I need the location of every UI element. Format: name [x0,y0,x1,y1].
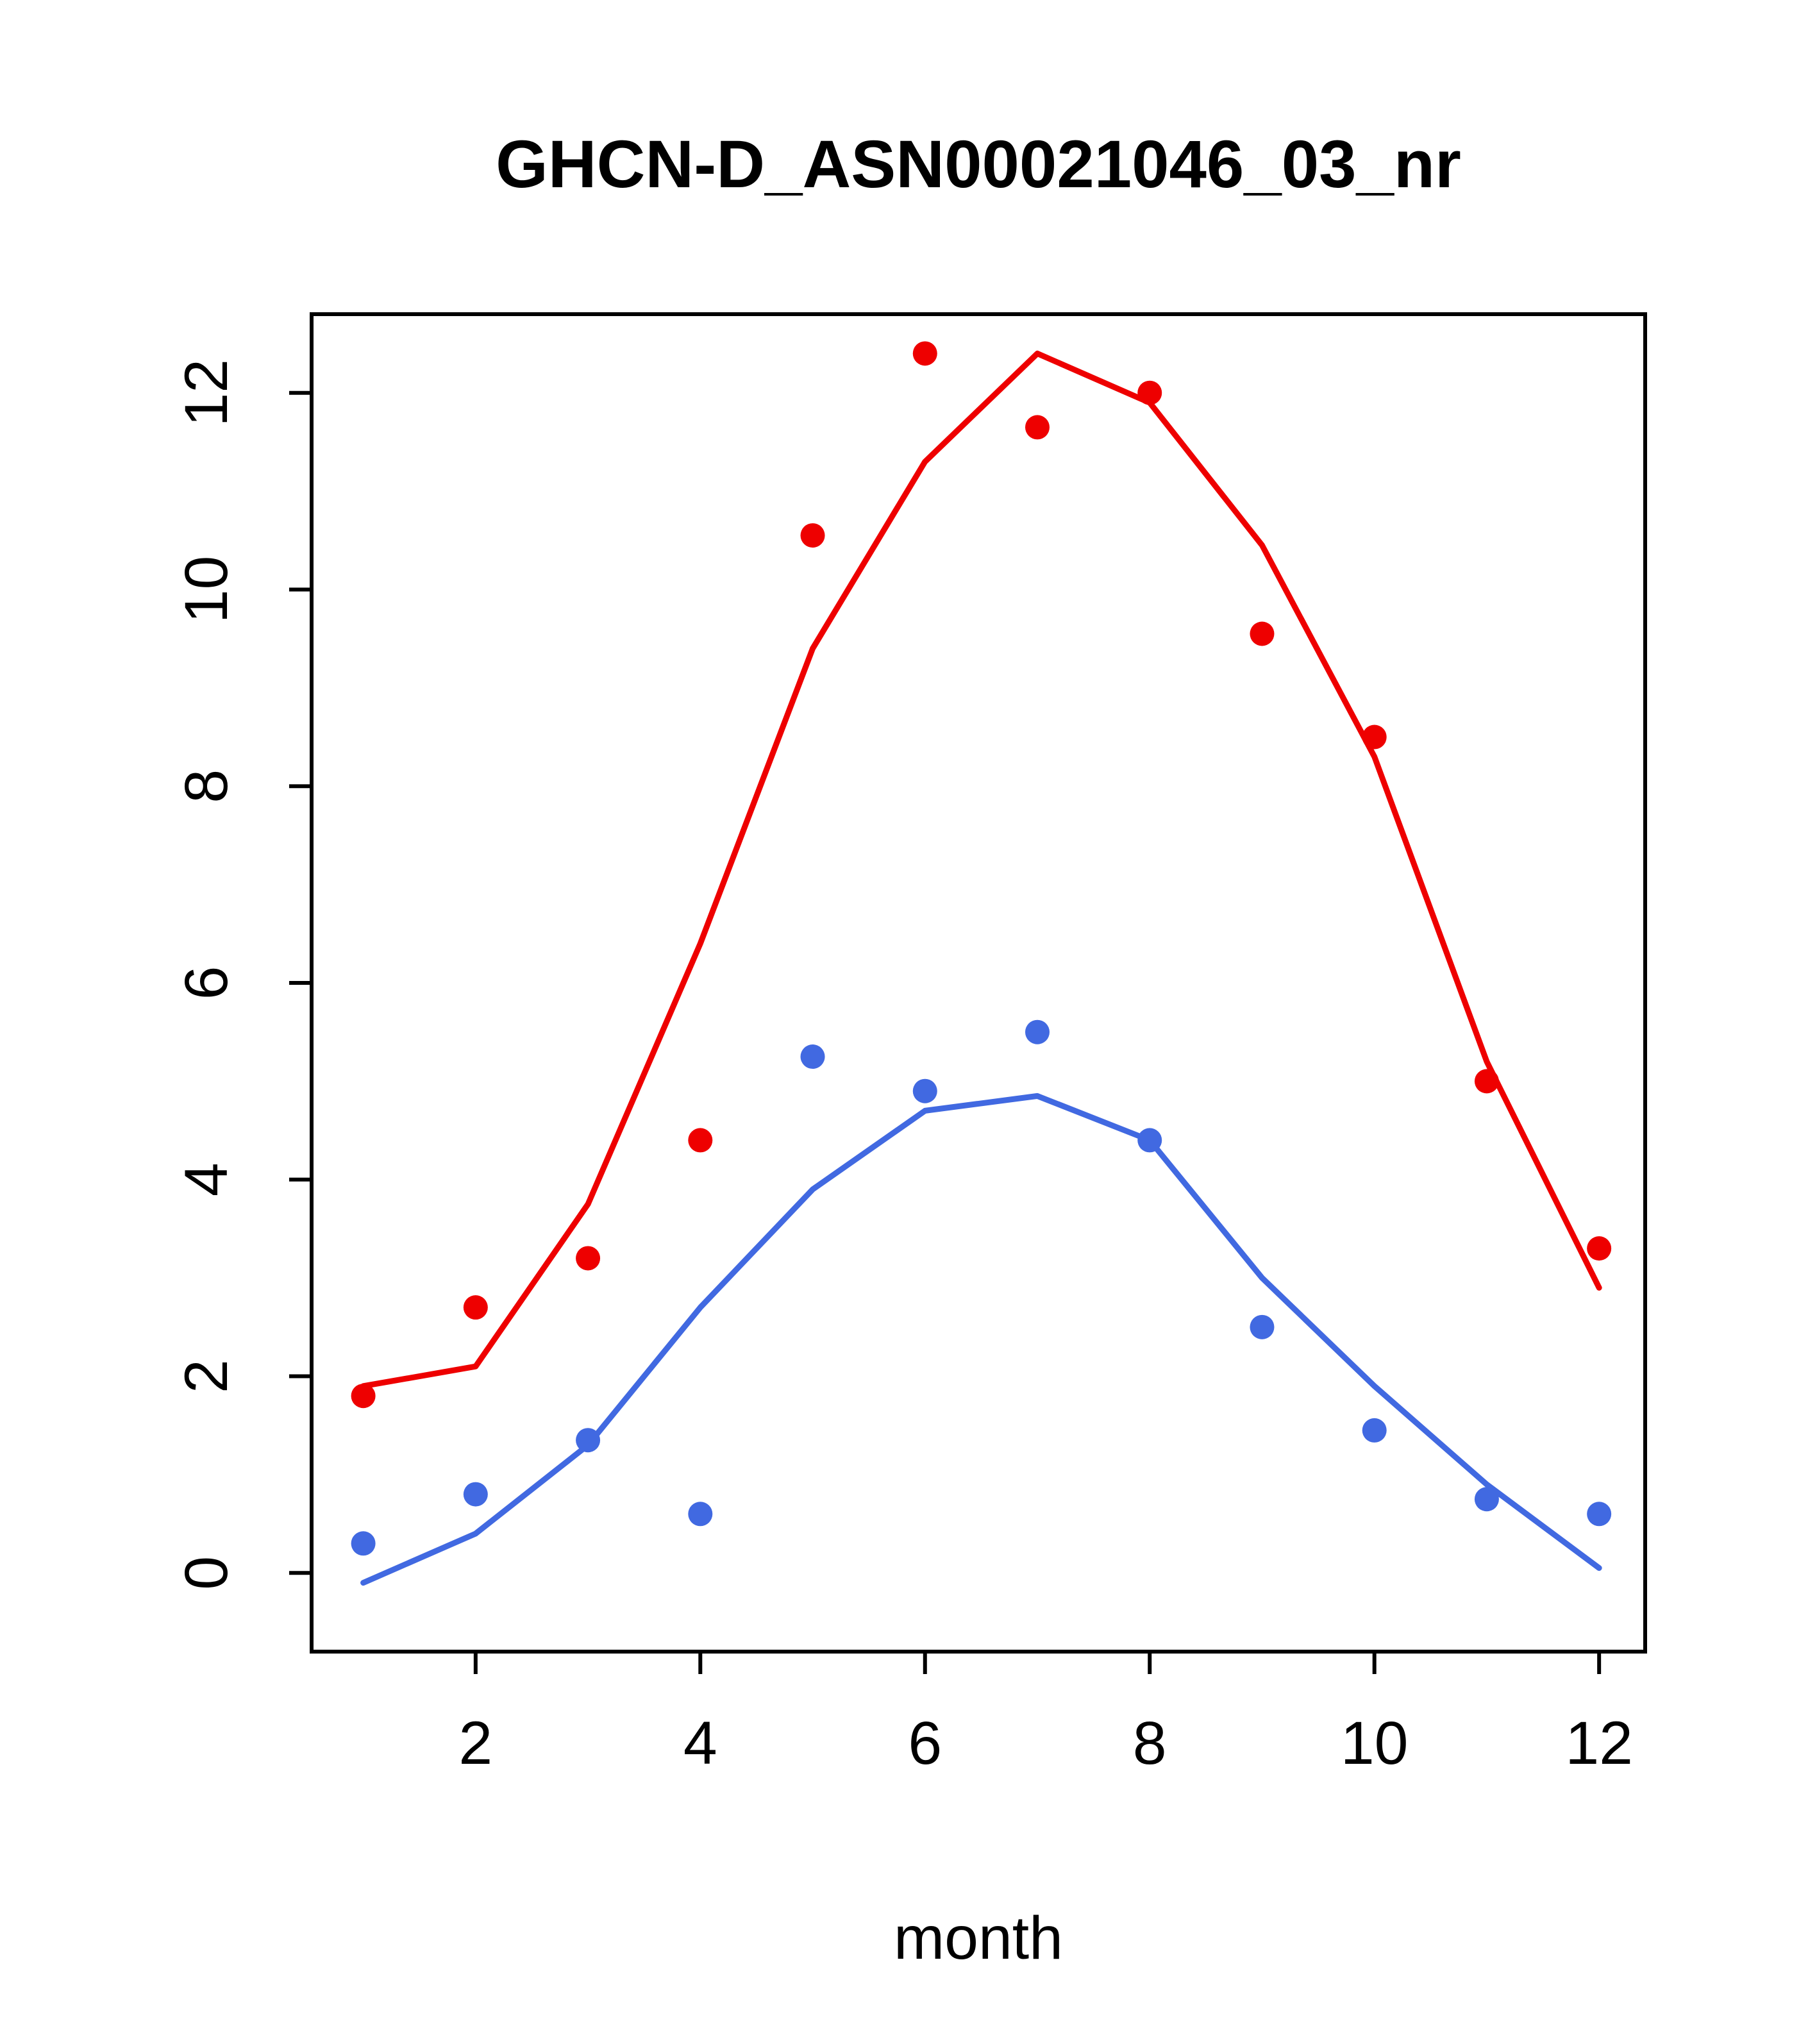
x-tick-label: 12 [1565,1709,1633,1777]
upper-points-red-point [800,523,825,548]
upper-points-red-point [1587,1236,1612,1261]
y-tick-label: 12 [172,359,240,427]
y-tick-label: 0 [172,1556,240,1590]
chart-title: GHCN-D_ASN00021046_03_nr [496,127,1461,202]
lower-points-blue-point [1362,1418,1387,1443]
x-tick-label: 2 [458,1709,492,1777]
upper-points-red-point [351,1384,376,1409]
lower-points-blue-point [351,1531,376,1556]
lower-points-blue-point [912,1078,937,1103]
lower-points-blue-point [1587,1502,1612,1527]
lower-fit-line-blue [360,1093,1602,1586]
upper-points-red-point [912,341,937,366]
lower-points-blue-point [463,1482,488,1507]
upper-points-red-point [463,1295,488,1320]
upper-points-red-point [1474,1069,1499,1094]
lower-points-blue-point [1474,1487,1499,1512]
x-tick-label: 10 [1341,1709,1409,1777]
upper-points-red-point [688,1128,713,1153]
lower-points-blue-point [576,1428,601,1453]
lower-points-blue-point [1250,1314,1275,1339]
y-tick-label: 6 [172,966,240,1000]
y-tick-label: 10 [172,556,240,624]
x-tick-label: 4 [683,1709,717,1777]
lower-points-blue-point [1025,1019,1050,1044]
upper-points-red-point [1362,725,1387,750]
upper-fit-line-red [360,350,1602,1389]
y-tick-label: 4 [172,1162,240,1196]
lower-points-blue-point [800,1044,825,1069]
x-tick-label: 8 [1133,1709,1167,1777]
x-tick-label: 6 [908,1709,942,1777]
upper-points-red-point [1137,380,1162,405]
upper-points-red-point [1025,415,1050,440]
upper-points-red-point [1250,621,1275,646]
y-tick-label: 8 [172,769,240,803]
x-axis-label: month [894,1904,1063,1972]
lower-points-blue-point [688,1502,713,1527]
upper-points-red-point [576,1246,601,1271]
lower-points-blue-point [1137,1128,1162,1153]
y-tick-label: 2 [172,1359,240,1393]
